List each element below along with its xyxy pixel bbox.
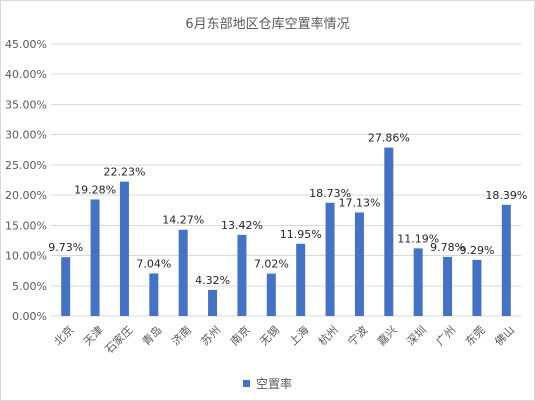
x-tick-label: 济南 (169, 323, 194, 348)
y-tick-label: 5.00% (12, 280, 47, 293)
data-label: 18.39% (485, 189, 527, 202)
legend-swatch (242, 380, 250, 387)
x-tick-label: 佛山 (492, 324, 517, 349)
x-tick-label: 宁波 (345, 323, 370, 348)
data-label: 7.02% (254, 258, 289, 271)
x-tick-label: 石家庄 (102, 323, 135, 356)
bar (443, 256, 453, 316)
data-label: 17.13% (338, 196, 380, 209)
bar (266, 273, 276, 316)
bar (296, 243, 306, 316)
data-label: 7.04% (136, 257, 171, 270)
data-label: 13.42% (221, 219, 263, 232)
bar (472, 259, 482, 316)
x-tick-label: 广州 (434, 324, 459, 349)
data-label: 4.32% (195, 274, 230, 287)
x-tick-label: 杭州 (315, 323, 340, 348)
bar (325, 202, 335, 316)
y-tick-label: 40.00% (5, 68, 47, 81)
x-tick-label: 无锡 (257, 323, 282, 348)
y-tick-label: 10.00% (5, 250, 47, 263)
data-label: 11.95% (280, 228, 322, 241)
y-tick-label: 45.00% (5, 38, 47, 51)
x-tick-label: 深圳 (404, 324, 429, 349)
y-tick-label: 15.00% (5, 219, 47, 232)
bar (178, 229, 188, 316)
y-tick-label: 25.00% (5, 159, 47, 172)
bar (237, 234, 247, 316)
data-label: 11.19% (397, 232, 439, 245)
data-label: 9.78% (430, 241, 465, 254)
data-label: 9.29% (459, 244, 494, 257)
bar (354, 212, 364, 316)
data-label: 18.73% (309, 187, 351, 200)
y-tick-label: 30.00% (5, 129, 47, 142)
x-tick-label: 嘉兴 (374, 323, 399, 348)
y-tick-label: 20.00% (5, 189, 47, 202)
x-tick-label: 苏州 (199, 324, 224, 349)
y-tick-label: 0.00% (12, 310, 47, 323)
bar (119, 181, 129, 316)
data-label: 14.27% (162, 214, 204, 227)
bar (208, 289, 218, 316)
x-tick-label: 青岛 (139, 323, 164, 348)
x-tick-label: 北京 (51, 323, 76, 348)
data-label: 27.86% (368, 132, 410, 145)
y-tick-label: 35.00% (5, 98, 47, 111)
bar (384, 147, 394, 316)
bar (413, 248, 423, 316)
bar (90, 199, 100, 316)
x-tick-label: 天津 (81, 324, 106, 349)
legend: 空置率 (1, 375, 534, 392)
bar (149, 273, 159, 316)
x-tick-label: 上海 (286, 323, 311, 348)
x-tick-label: 南京 (227, 323, 252, 348)
data-label: 9.73% (48, 241, 83, 254)
data-label: 22.23% (103, 166, 145, 179)
chart-title: 6月东部地区仓库空置率情况 (185, 17, 350, 32)
bar (501, 204, 511, 316)
data-label: 19.28% (74, 183, 116, 196)
legend-label: 空置率 (255, 377, 292, 391)
bar (61, 257, 71, 316)
x-tick-label: 东莞 (463, 324, 488, 349)
